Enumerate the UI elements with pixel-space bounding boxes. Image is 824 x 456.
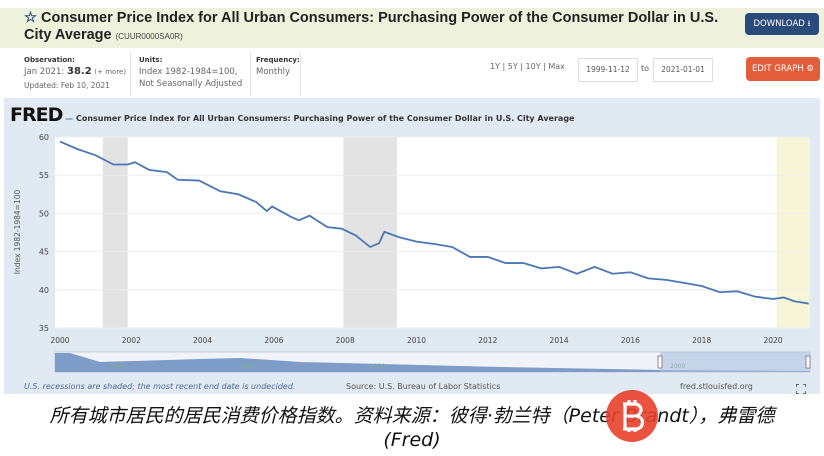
source-text: Source: U.S. Bureau of Labor Statistics [346, 382, 501, 391]
y-axis-label: Index 1982-1984=100 [13, 190, 22, 275]
y-tick-label: 40 [39, 286, 49, 295]
y-tick-label: 55 [39, 171, 49, 180]
y-tick-label: 45 [39, 248, 49, 257]
x-tick-label: 2006 [264, 336, 283, 345]
navigator-handle[interactable] [657, 355, 663, 369]
x-tick-label: 2014 [550, 336, 569, 345]
site-link[interactable]: fred.stlouisfed.org [680, 382, 753, 391]
x-tick-label: 2004 [193, 336, 212, 345]
title-bar [0, 8, 824, 48]
units-line1: Index 1982-1984=100, [139, 67, 238, 77]
observation-value: Jan 2021: 38.2 (+ more) [24, 66, 127, 77]
series-code: (CUUR0000SA0R) [115, 32, 183, 41]
x-tick-label: 2010 [407, 336, 426, 345]
recession-note: U.S. recessions are shaded; the most rec… [24, 382, 296, 391]
chart-legend: FRED — Consumer Price Index for All Urba… [10, 104, 575, 126]
plot-area [55, 137, 810, 328]
highlight-band [776, 137, 810, 328]
more-link[interactable]: (+ more) [94, 68, 127, 76]
x-tick-label: 2000 [50, 336, 69, 345]
navigator-label: 1980 [370, 363, 385, 370]
divider [300, 52, 301, 96]
recession-band [102, 137, 128, 328]
x-tick-label: 2016 [621, 336, 640, 345]
to-label: to [641, 64, 650, 73]
x-tick-label: 2002 [122, 336, 141, 345]
star-outline-icon[interactable]: ☆ [24, 10, 37, 26]
observation-label: Observation: [24, 56, 75, 64]
divider [250, 52, 251, 96]
units-line2: Not Seasonally Adjusted [139, 79, 243, 89]
start-date-input[interactable]: 1999-11-12 [578, 58, 638, 82]
divider [130, 52, 131, 96]
navigator-label: 1940 [110, 363, 125, 370]
download-button[interactable]: DOWNLOAD ⭳ [745, 13, 819, 35]
caption: 所有城市居民的居民消费价格指数。资料来源：彼得·勃兰特（Peter Brandt… [49, 405, 775, 451]
y-tick-label: 50 [39, 209, 49, 218]
x-tick-label: 2020 [763, 336, 782, 345]
x-tick-label: 2018 [692, 336, 711, 345]
y-tick-label: 35 [39, 324, 49, 333]
updated-date: Updated: Feb 10, 2021 [24, 81, 110, 90]
frequency-value: Monthly [256, 67, 291, 77]
navigator-handle[interactable] [805, 355, 811, 369]
y-tick-label: 60 [39, 133, 49, 142]
edit-graph-button[interactable]: EDIT GRAPH ⚙ [746, 57, 820, 81]
navigator-label: 1960 [240, 363, 255, 370]
units-label: Units: [139, 56, 163, 64]
navigator-label: 2000 [670, 363, 685, 370]
range-selector[interactable]: 1Y | 5Y | 10Y | Max [490, 62, 565, 71]
x-tick-label: 2008 [336, 336, 355, 345]
navigator-selection [660, 352, 810, 372]
frequency-label: Frequency: [256, 56, 300, 64]
navigator-area [55, 353, 810, 372]
fullscreen-icon[interactable] [796, 384, 806, 394]
line-chart[interactable]: 35 40 45 50 55 60 2000 2002 2004 2006 2008 2010 2012… [0, 0, 824, 400]
bitcoin-watermark-icon [606, 390, 658, 442]
end-date-input[interactable]: 2021-01-01 [653, 58, 713, 82]
fred-logo: FRED [10, 104, 63, 126]
page-title: ☆ Consumer Price Index for All Urban Con… [24, 10, 719, 43]
x-tick-label: 2012 [478, 336, 497, 345]
